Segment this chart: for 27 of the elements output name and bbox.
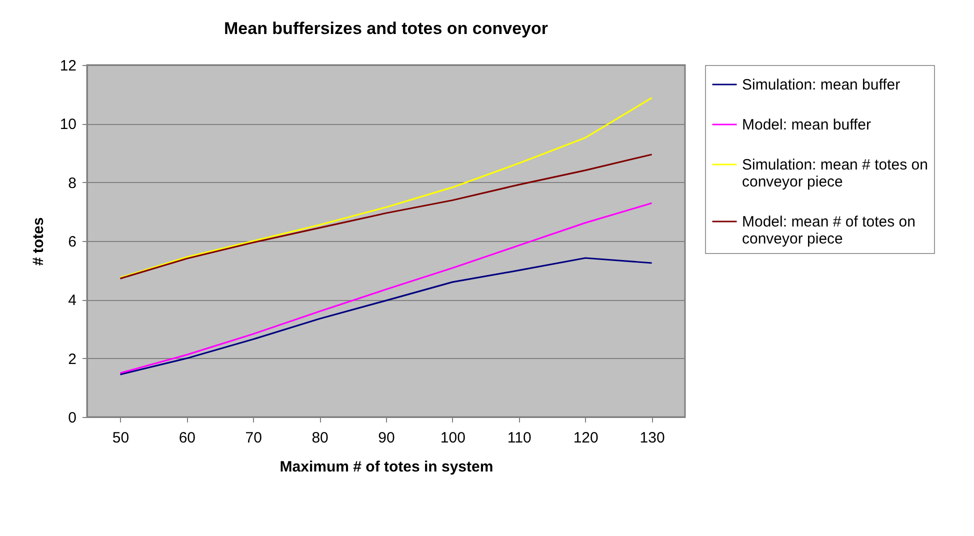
line-series <box>119 97 653 278</box>
line-series <box>119 154 653 280</box>
legend-label: Model: mean # of totes on conveyor piece <box>742 214 916 248</box>
y-tick-label: 4 <box>68 292 76 310</box>
x-tick-label: 120 <box>573 430 598 446</box>
y-tick-label: 12 <box>60 58 76 74</box>
y-tick-label: 8 <box>68 174 76 192</box>
y-tick-label: 2 <box>68 350 76 368</box>
x-tick-label: 70 <box>245 430 262 446</box>
x-tick-label: 90 <box>378 430 395 446</box>
line-series <box>119 257 653 376</box>
chart-title: Mean buffersizes and totes on conveyor <box>224 19 548 38</box>
legend-label: Model: mean buffer <box>742 116 871 134</box>
x-tick-label: 60 <box>178 430 196 446</box>
y-tick-label: 10 <box>60 116 76 134</box>
x-tick-label: 110 <box>507 430 532 446</box>
line-series <box>119 202 653 374</box>
y-axis-title: # totes <box>30 217 47 266</box>
x-tick-label: 50 <box>112 430 130 446</box>
x-tick-label: 130 <box>640 430 665 446</box>
x-tick-label: 100 <box>440 430 466 446</box>
legend-label: Simulation: mean buffer <box>742 76 900 94</box>
legend-label: Simulation: mean # totes on conveyor piece <box>742 156 928 190</box>
y-tick-label: 6 <box>68 234 76 250</box>
x-axis-title: Maximum # of totes in system <box>280 458 494 476</box>
x-tick-label: 80 <box>312 430 328 446</box>
y-tick-label: 0 <box>68 410 76 426</box>
